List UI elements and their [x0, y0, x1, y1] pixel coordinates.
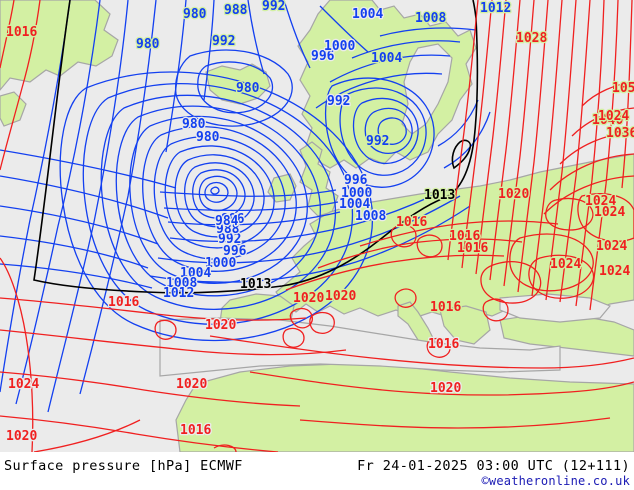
- copyright-label: ©weatheronline.co.uk: [481, 474, 630, 488]
- isobar-label: 1020: [498, 187, 529, 202]
- sea-black: [499, 293, 611, 323]
- isobar-label: 1020: [325, 289, 356, 304]
- isobar-label: 996: [311, 49, 335, 64]
- isobar-label: 1013: [424, 188, 455, 203]
- isobar-label: 1052: [612, 81, 634, 96]
- isobar-label: 1040: [592, 113, 623, 128]
- isobar-label: 980: [196, 130, 220, 145]
- isobar-label: 1024: [550, 257, 581, 272]
- map-title: Surface pressure [hPa] ECMWF: [4, 458, 243, 474]
- isobar-label: 1016: [449, 229, 480, 244]
- isobar-label: 1004: [371, 51, 402, 66]
- isobar-label: 992: [327, 94, 350, 109]
- isobar-label: 1016: [108, 295, 139, 310]
- isobar-label: 996: [344, 173, 368, 188]
- isobar-label: 1020: [430, 381, 461, 396]
- isobar-label: 1000: [341, 186, 372, 201]
- isobar-label: 1016: [457, 241, 488, 256]
- map-footer: Surface pressure [hPa] ECMWF Fr 24-01-20…: [0, 452, 634, 490]
- contour-label-layer: 1016980988992100410081012102810521040103…: [5, 0, 634, 445]
- isobar-label: 988: [216, 222, 240, 237]
- isobar-label: 1016: [6, 25, 37, 40]
- isobar-label: 1000: [205, 256, 236, 271]
- isobar-label: 1012: [163, 286, 194, 301]
- isobar-label: 988: [224, 3, 248, 18]
- isobar-label: 992: [212, 34, 235, 49]
- isobar-label: 1020: [205, 318, 236, 333]
- isobar-label: 984: [215, 214, 239, 229]
- neutral-isobar-1013: [33, 0, 479, 294]
- isobar-label: 1008: [166, 276, 197, 291]
- isobar-label: 980: [136, 37, 160, 52]
- isobar-label: 1024: [585, 194, 616, 209]
- landmass-north-africa: [175, 363, 634, 452]
- pressure-map-canvas[interactable]: 1016980988992100410081012102810521040103…: [0, 0, 634, 452]
- landmass-balkans: [439, 305, 491, 345]
- isobar-label: 1004: [180, 266, 211, 281]
- isobar-label: 1008: [355, 209, 386, 224]
- isobar-label: 1012: [480, 1, 511, 16]
- landmass-iceland: [205, 63, 271, 105]
- isobar-label: 1004: [352, 7, 383, 22]
- isobar-label: 1024: [598, 109, 629, 124]
- forecast-run-label: Fr 24-01-2025 03:00 UTC (12+111): [357, 458, 630, 474]
- landmass-greenland-south: [0, 91, 27, 127]
- isobar-label: 1016: [428, 337, 459, 352]
- isobar-label: 1016: [396, 215, 427, 230]
- isobar-label: 1016: [180, 423, 211, 438]
- low-pressure-isobars: [0, 0, 491, 413]
- isobar-label: 1024: [594, 205, 625, 220]
- isobar-label: 996: [223, 244, 247, 259]
- isobar-label: 1024: [599, 264, 630, 279]
- isobar-label: 1020: [293, 291, 324, 306]
- isobar-label: 1008: [415, 11, 446, 26]
- isobar-label: 1016: [430, 300, 461, 315]
- isobar-label: 1020: [6, 429, 37, 444]
- isobar-label: 1013: [240, 277, 271, 292]
- isobar-label: 1004: [339, 197, 370, 212]
- isobar-label: 1024: [8, 377, 39, 392]
- isobar-label: 1036: [606, 126, 634, 141]
- isobar-label: 992: [218, 232, 241, 247]
- isobar-label: 1020: [176, 377, 207, 392]
- isobar-label: 980: [183, 7, 207, 22]
- high-pressure-isobars: [0, 0, 634, 452]
- pressure-map-svg: 1016980988992100410081012102810521040103…: [0, 0, 634, 452]
- isobar-label: 980: [182, 117, 206, 132]
- isobar-label: 996: [221, 212, 245, 227]
- isobar-label: 1024: [596, 239, 627, 254]
- landmass-scandinavia: [297, 0, 477, 169]
- isobar-label: 1028: [516, 31, 547, 46]
- isobar-label: 992: [366, 134, 389, 149]
- landmass-greenland: [0, 0, 119, 91]
- isobar-label: 980: [236, 81, 260, 96]
- inland-sea-layer: [159, 43, 611, 377]
- sea-mediterranean: [159, 317, 561, 377]
- isobar-label: 992: [262, 0, 285, 14]
- isobar-label: 1000: [324, 39, 355, 54]
